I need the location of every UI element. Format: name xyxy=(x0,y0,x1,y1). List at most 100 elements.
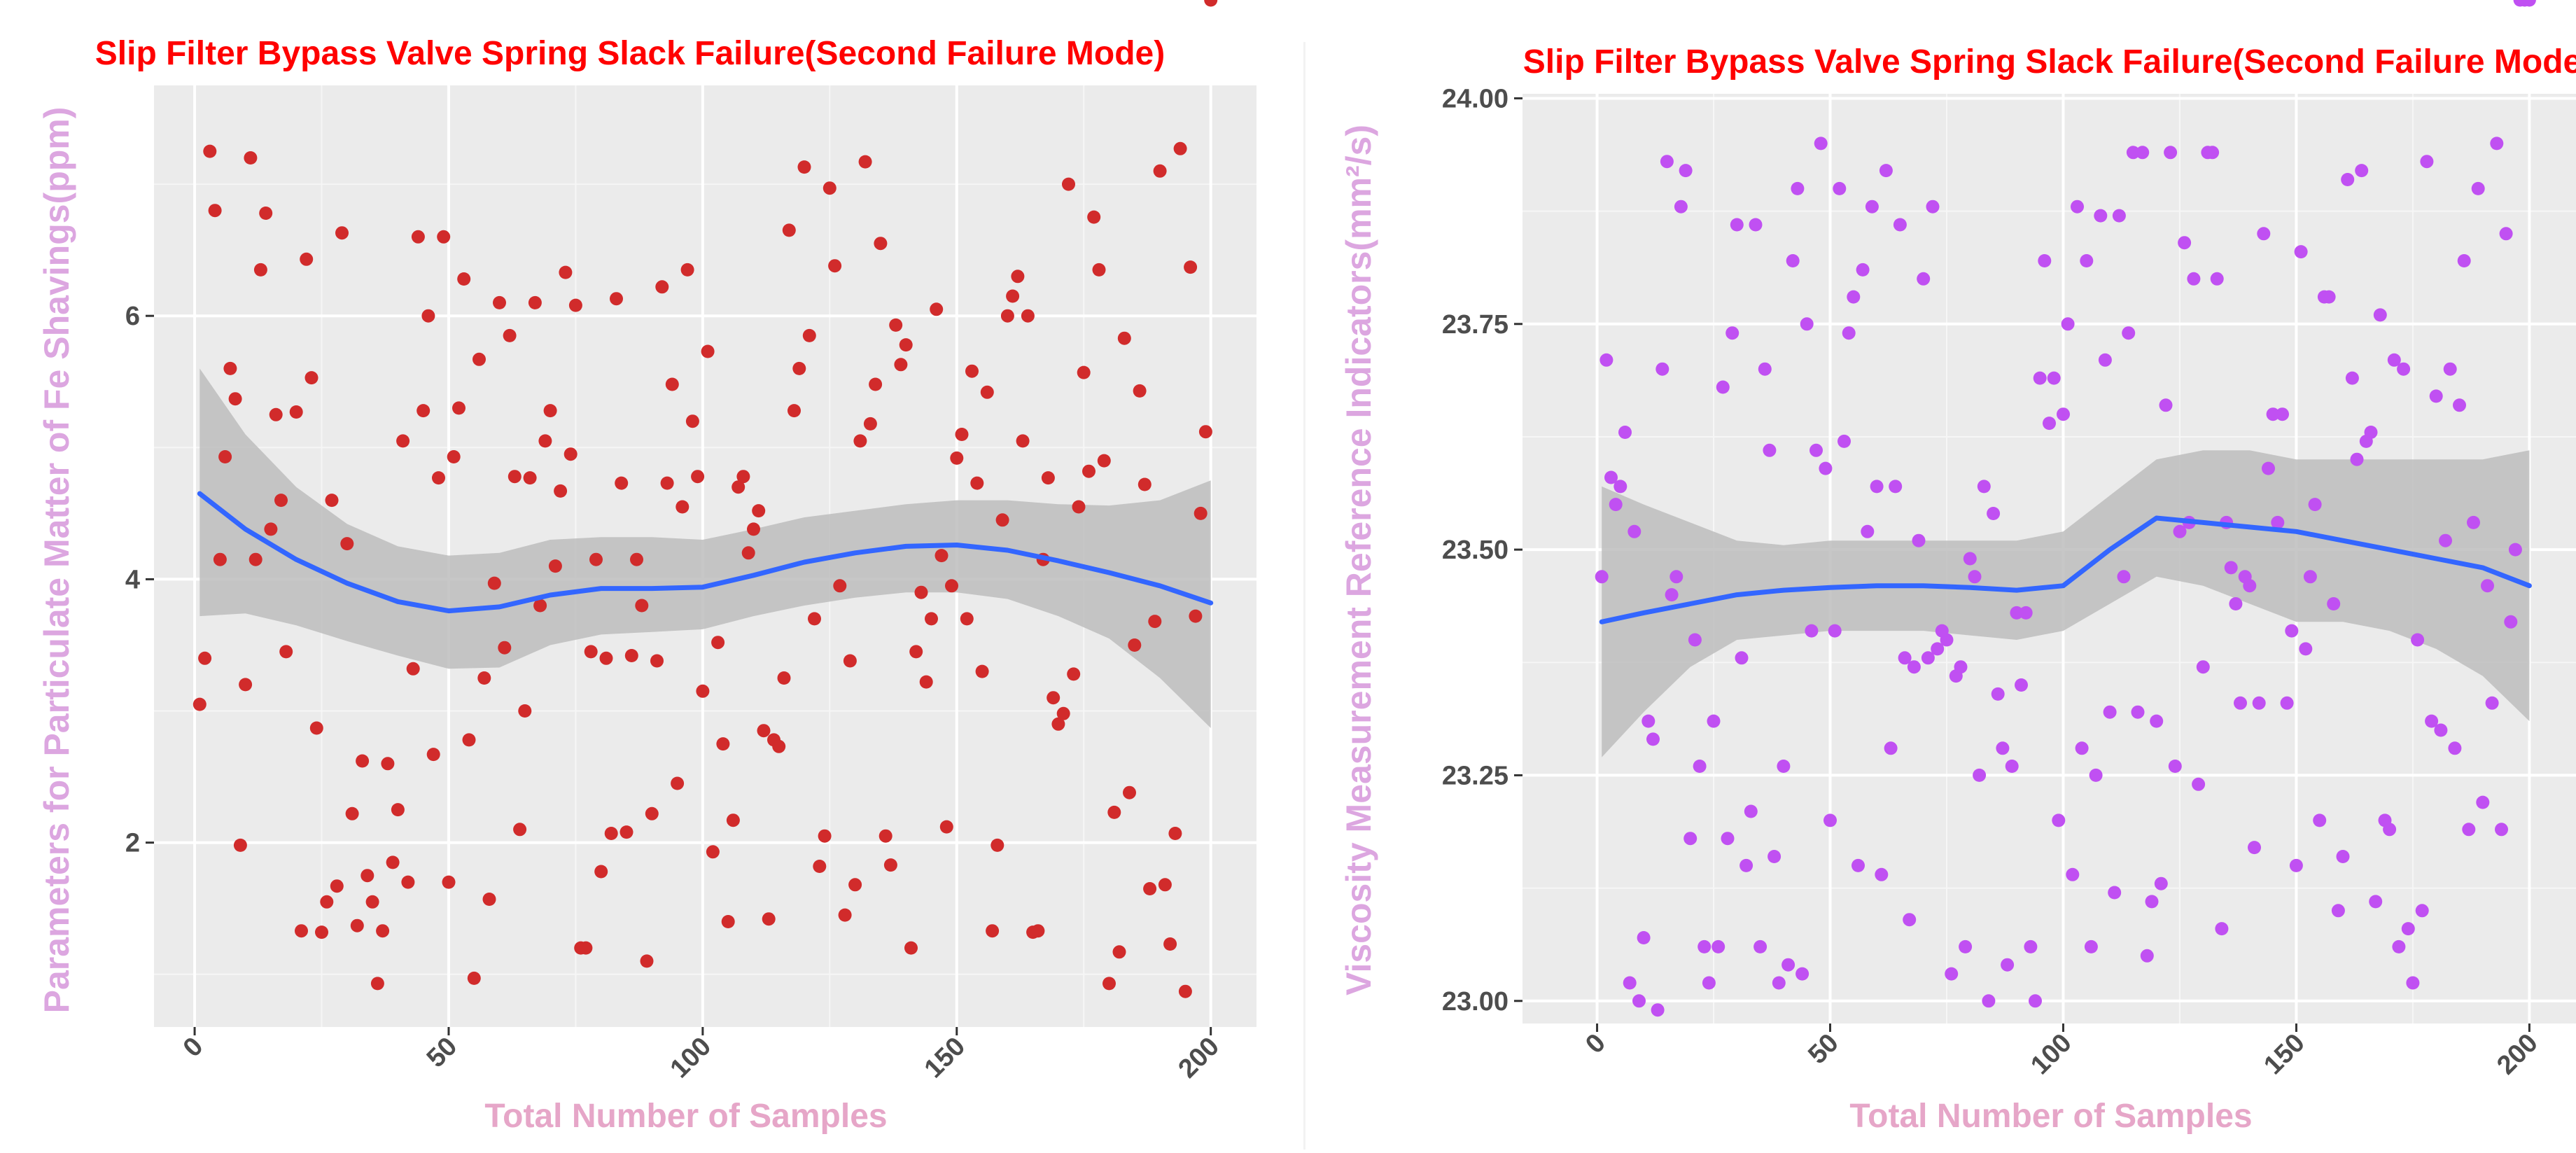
scatter-point xyxy=(2057,407,2070,421)
scatter-point xyxy=(462,733,476,747)
scatter-point xyxy=(548,559,562,573)
y-axis-title: Viscosity Measurement Reference Indicato… xyxy=(1339,125,1378,995)
scatter-point xyxy=(883,858,897,872)
scatter-point xyxy=(1031,924,1045,938)
scatter-point xyxy=(1903,913,1917,927)
x-tick-label: 50 xyxy=(421,1032,463,1074)
scatter-point xyxy=(2387,353,2401,367)
scatter-point xyxy=(198,651,212,665)
scatter-point xyxy=(1614,480,1628,494)
scatter-point xyxy=(416,404,430,418)
scatter-point xyxy=(1842,326,1856,340)
scatter-point xyxy=(741,546,755,560)
scatter-point xyxy=(2420,155,2434,169)
scatter-point xyxy=(503,328,517,342)
scatter-point xyxy=(813,860,827,873)
scatter-point xyxy=(1628,524,1642,538)
scatter-point xyxy=(2043,417,2056,431)
scatter-point xyxy=(370,977,384,991)
scatter-point xyxy=(1693,760,1707,773)
scatter-point xyxy=(939,820,953,834)
scatter-point xyxy=(2453,398,2466,412)
scatter-point xyxy=(1889,480,1903,494)
scatter-point xyxy=(2369,895,2383,909)
scatter-point xyxy=(676,500,690,514)
scatter-point xyxy=(2383,823,2397,837)
y-tick-label: 24.00 xyxy=(1442,84,1508,113)
scatter-point xyxy=(620,825,634,839)
scatter-point xyxy=(1128,638,1142,652)
scatter-point xyxy=(2052,813,2066,827)
scatter-point xyxy=(853,434,867,448)
scatter-point xyxy=(295,924,308,938)
scatter-points xyxy=(192,0,1218,998)
scatter-point xyxy=(2313,813,2327,827)
scatter-point xyxy=(863,417,877,431)
scatter-point xyxy=(726,813,740,827)
scatter-point xyxy=(579,941,593,955)
scatter-point xyxy=(259,207,273,220)
scatter-point xyxy=(1847,290,1861,304)
scatter-point xyxy=(925,612,938,626)
scatter-point xyxy=(2401,922,2415,936)
scatter-point xyxy=(386,855,400,869)
scatter-point xyxy=(507,470,522,484)
scatter-point xyxy=(990,838,1004,852)
scatter-point xyxy=(1870,480,1884,494)
scatter-point xyxy=(635,599,649,613)
scatter-point xyxy=(477,671,491,685)
scatter-point xyxy=(2075,741,2089,755)
scatter-point xyxy=(2429,389,2443,403)
scatter-point xyxy=(822,181,836,195)
scatter-point xyxy=(493,295,506,309)
scatter-point xyxy=(945,579,958,593)
scatter-point xyxy=(604,827,618,840)
scatter-point xyxy=(538,434,552,448)
scatter-point xyxy=(2490,137,2504,151)
scatter-point xyxy=(1204,0,1218,7)
confidence-ribbon xyxy=(1602,450,2530,757)
scatter-point xyxy=(630,552,643,566)
y-tick-label: 23.50 xyxy=(1442,536,1508,565)
scatter-point xyxy=(2280,696,2294,710)
scatter-point xyxy=(2355,164,2369,178)
scatter-point xyxy=(2145,895,2159,909)
scatter-point xyxy=(1021,309,1035,323)
scatter-point xyxy=(2108,886,2122,900)
scatter-point xyxy=(233,838,247,852)
scatter-point xyxy=(1754,939,1768,953)
scatter-point xyxy=(2499,227,2513,241)
x-tick-label: 150 xyxy=(2258,1028,2311,1081)
scatter-point xyxy=(1051,717,1065,731)
scatter-point xyxy=(736,470,750,484)
scatter-point xyxy=(1082,464,1096,478)
scatter-point xyxy=(2434,723,2448,737)
scatter-point xyxy=(2252,696,2266,710)
scatter-point xyxy=(2029,994,2042,1008)
scatter-point xyxy=(1726,326,1740,340)
scatter-point xyxy=(1917,272,1931,286)
scatter-point xyxy=(1865,200,1879,214)
scatter-point xyxy=(2015,678,2028,692)
scatter-point xyxy=(2001,958,2015,972)
scatter-point xyxy=(213,552,227,566)
scatter-point xyxy=(1148,615,1162,629)
scatter-point xyxy=(1642,714,1656,728)
scatter-point xyxy=(2192,777,2206,791)
scatter-point xyxy=(975,664,989,678)
scatter-point xyxy=(1893,218,1907,232)
scatter-point xyxy=(2508,543,2522,557)
scatter-point xyxy=(2136,146,2150,160)
scatter-point xyxy=(1856,263,1870,277)
scatter-point xyxy=(1744,804,1758,818)
scatter-point xyxy=(1823,813,1837,827)
scatter-point xyxy=(914,585,928,599)
scatter-point xyxy=(777,671,791,685)
scatter-point xyxy=(1800,317,1814,331)
y-tick-label: 23.75 xyxy=(1442,310,1508,340)
scatter-point xyxy=(1107,805,1121,819)
scatter-point xyxy=(1623,976,1637,990)
scatter-point xyxy=(1898,651,1912,665)
scatter-point xyxy=(2215,922,2229,936)
scatter-point xyxy=(1712,939,1726,953)
